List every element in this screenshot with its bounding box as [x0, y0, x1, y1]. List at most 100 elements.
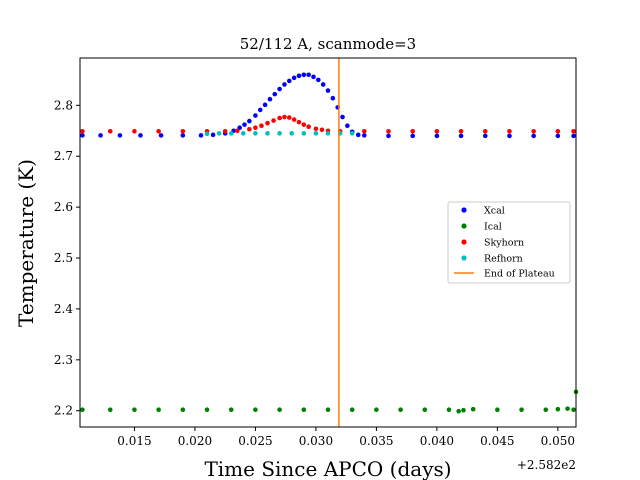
data-point — [361, 128, 367, 134]
data-point — [410, 133, 415, 139]
data-point — [241, 131, 246, 136]
x-offset-label: +2.582e2 — [517, 458, 576, 472]
x-tick-label: 0.030 — [299, 434, 333, 448]
series-ical — [80, 389, 579, 414]
data-point — [138, 133, 143, 138]
data-point — [98, 133, 103, 138]
data-point — [80, 407, 85, 412]
data-point — [265, 131, 270, 136]
y-tick-label: 2.2 — [54, 404, 73, 418]
y-axis: 2.2 2.3 2.4 2.5 2.6 2.7 2.8 — [54, 98, 80, 418]
y-tick-label: 2.6 — [54, 200, 73, 214]
data-point — [313, 126, 319, 132]
data-point — [507, 128, 512, 134]
data-point — [247, 126, 252, 132]
data-point — [571, 407, 576, 412]
data-point — [301, 131, 307, 136]
data-point — [277, 407, 282, 412]
data-point — [311, 74, 316, 80]
data-point — [277, 115, 282, 121]
series-xcal — [80, 72, 576, 139]
data-point — [422, 407, 428, 412]
data-point — [301, 122, 307, 127]
data-point — [282, 114, 287, 120]
plot-frame — [79, 57, 577, 428]
data-point — [180, 133, 186, 138]
data-point — [234, 128, 240, 134]
x-axis-label: Time Since APCO (days) — [204, 457, 451, 480]
data-point — [282, 82, 287, 87]
data-point — [277, 86, 282, 92]
data-point — [345, 123, 350, 128]
data-point — [531, 128, 536, 134]
data-point — [158, 133, 164, 138]
x-tick-label: 0.020 — [178, 434, 212, 448]
data-point — [446, 407, 452, 412]
x-tick-label: 0.040 — [420, 434, 454, 448]
data-point — [253, 131, 258, 136]
data-point — [355, 132, 361, 138]
data-point — [386, 128, 391, 134]
x-tick-label: 0.050 — [541, 434, 575, 448]
data-point — [555, 406, 561, 412]
data-point — [543, 407, 549, 412]
data-point — [107, 407, 113, 412]
data-point — [253, 407, 258, 412]
data-point — [434, 128, 440, 134]
y-tick-label: 2.8 — [54, 98, 73, 112]
legend-label-refhorn: Refhorn — [484, 254, 523, 265]
y-tick-label: 2.5 — [54, 251, 73, 265]
legend-label-xcal: Xcal — [484, 206, 505, 217]
data-point — [180, 407, 186, 412]
data-point — [117, 133, 123, 138]
data-point — [301, 407, 307, 412]
data-point — [555, 128, 561, 134]
legend-label-skyhorn: Skyhorn — [484, 238, 524, 249]
data-point — [228, 407, 234, 412]
data-point — [325, 407, 331, 412]
data-point — [398, 407, 403, 412]
legend-label-end-of-plateau: End of Plateau — [484, 269, 555, 280]
data-point — [204, 407, 210, 412]
data-point — [253, 113, 258, 118]
legend-marker-refhorn — [461, 255, 467, 261]
legend-label-ical: Ical — [484, 222, 502, 233]
data-point — [555, 133, 561, 139]
data-point — [156, 407, 161, 412]
legend-box — [447, 201, 571, 284]
data-point — [349, 407, 355, 412]
x-tick-label: 0.045 — [480, 434, 514, 448]
y-tick-label: 2.3 — [54, 353, 73, 367]
data-point — [257, 107, 263, 113]
data-point — [107, 128, 113, 134]
data-point — [313, 131, 319, 136]
data-point — [242, 122, 247, 127]
data-point — [410, 128, 415, 134]
y-tick-label: 2.4 — [54, 302, 73, 316]
data-point — [265, 120, 270, 126]
data-point — [198, 133, 204, 138]
data-point — [470, 406, 476, 412]
data-point — [565, 406, 570, 411]
data-point — [210, 132, 216, 138]
data-point — [289, 131, 295, 136]
data-point — [262, 102, 268, 108]
data-point — [571, 133, 576, 139]
data-point — [482, 133, 488, 139]
data-point — [316, 77, 321, 83]
x-axis: 0.015 0.020 0.025 0.030 0.035 0.040 0.045 0.050 — [117, 427, 575, 448]
legend-marker-ical — [461, 223, 467, 229]
data-point — [216, 131, 222, 136]
data-point — [296, 119, 302, 125]
x-tick-label: 0.025 — [238, 434, 272, 448]
data-point — [482, 128, 488, 134]
data-point — [456, 408, 461, 414]
data-point — [272, 91, 278, 97]
data-point — [132, 128, 137, 134]
data-point — [291, 75, 297, 81]
data-point — [458, 133, 464, 139]
data-point — [330, 95, 336, 101]
data-point — [132, 407, 137, 412]
data-point — [286, 115, 292, 120]
